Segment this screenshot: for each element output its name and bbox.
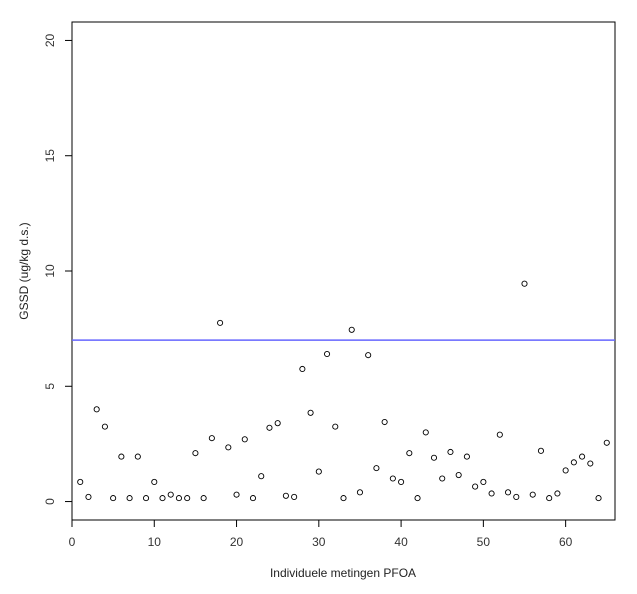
data-point — [291, 493, 298, 500]
data-point — [570, 459, 577, 466]
y-tick-label: 0 — [43, 498, 57, 505]
data-point — [258, 473, 265, 480]
data-point — [118, 453, 125, 460]
data-point — [554, 490, 561, 497]
data-point — [225, 444, 232, 451]
data-point — [455, 471, 462, 479]
data-point — [447, 448, 454, 456]
y-tick-label: 5 — [43, 383, 57, 390]
data-point — [488, 490, 495, 497]
data-point — [430, 454, 438, 461]
y-tick-label: 20 — [43, 33, 57, 47]
data-point — [192, 450, 199, 457]
x-tick-label: 50 — [477, 535, 491, 549]
data-point — [134, 453, 141, 460]
data-point — [241, 436, 248, 443]
data-point — [85, 493, 92, 500]
plot-frame — [71, 21, 616, 521]
data-point — [200, 495, 207, 502]
data-point — [562, 467, 569, 474]
data-point — [307, 409, 314, 416]
data-point — [77, 478, 84, 486]
data-point — [414, 495, 421, 502]
data-point — [340, 495, 347, 502]
data-point — [546, 495, 553, 502]
data-point — [249, 495, 257, 502]
data-point — [521, 280, 528, 287]
data-point — [110, 495, 117, 502]
data-point — [579, 453, 586, 460]
data-point — [480, 478, 487, 486]
x-tick-label: 30 — [312, 535, 326, 549]
data-point — [373, 465, 380, 472]
data-point — [93, 406, 100, 413]
data-point — [323, 350, 331, 358]
data-point — [167, 491, 174, 498]
data-point — [513, 493, 520, 500]
data-point — [356, 489, 364, 496]
y-tick-label: 10 — [43, 264, 57, 278]
x-tick-label: 10 — [148, 535, 162, 549]
data-point — [348, 326, 355, 333]
x-axis-title: Individuele metingen PFOA — [270, 566, 416, 580]
data-point — [184, 495, 191, 502]
data-point — [101, 423, 108, 430]
data-point — [142, 495, 150, 502]
data-point — [208, 435, 215, 442]
data-point — [463, 453, 470, 460]
data-point — [472, 483, 479, 490]
data-point — [529, 491, 536, 498]
data-point — [151, 478, 158, 486]
data-point — [595, 495, 602, 502]
data-point — [587, 460, 594, 467]
data-point — [504, 489, 512, 496]
data-point — [175, 495, 183, 502]
data-point — [537, 447, 545, 454]
data-point — [217, 319, 224, 326]
data-point — [299, 365, 306, 373]
data-point — [126, 495, 133, 502]
data-point — [332, 423, 339, 430]
data-point — [439, 475, 446, 482]
data-point — [282, 492, 289, 499]
x-axis: 0 10 20 30 40 50 60 — [69, 519, 573, 549]
data-point — [315, 468, 322, 475]
y-tick-label: 15 — [43, 149, 57, 163]
data-point — [389, 475, 396, 482]
data-point — [422, 429, 429, 436]
data-point — [365, 352, 372, 359]
x-tick-label: 20 — [230, 535, 244, 549]
data-point — [398, 478, 405, 486]
y-axis: 0 5 10 15 20 — [43, 33, 73, 505]
data-point — [266, 424, 273, 431]
data-point — [159, 495, 166, 502]
data-point — [406, 450, 413, 457]
data-points — [77, 280, 610, 502]
data-point — [381, 418, 388, 426]
x-tick-label: 40 — [394, 535, 408, 549]
y-axis-title: GSSD (ug/kg d.s.) — [17, 222, 31, 319]
x-tick-label: 60 — [559, 535, 573, 549]
data-point — [274, 420, 281, 427]
data-point — [233, 491, 240, 498]
x-tick-label: 0 — [69, 535, 76, 549]
data-point — [603, 439, 610, 446]
data-point — [496, 431, 503, 438]
